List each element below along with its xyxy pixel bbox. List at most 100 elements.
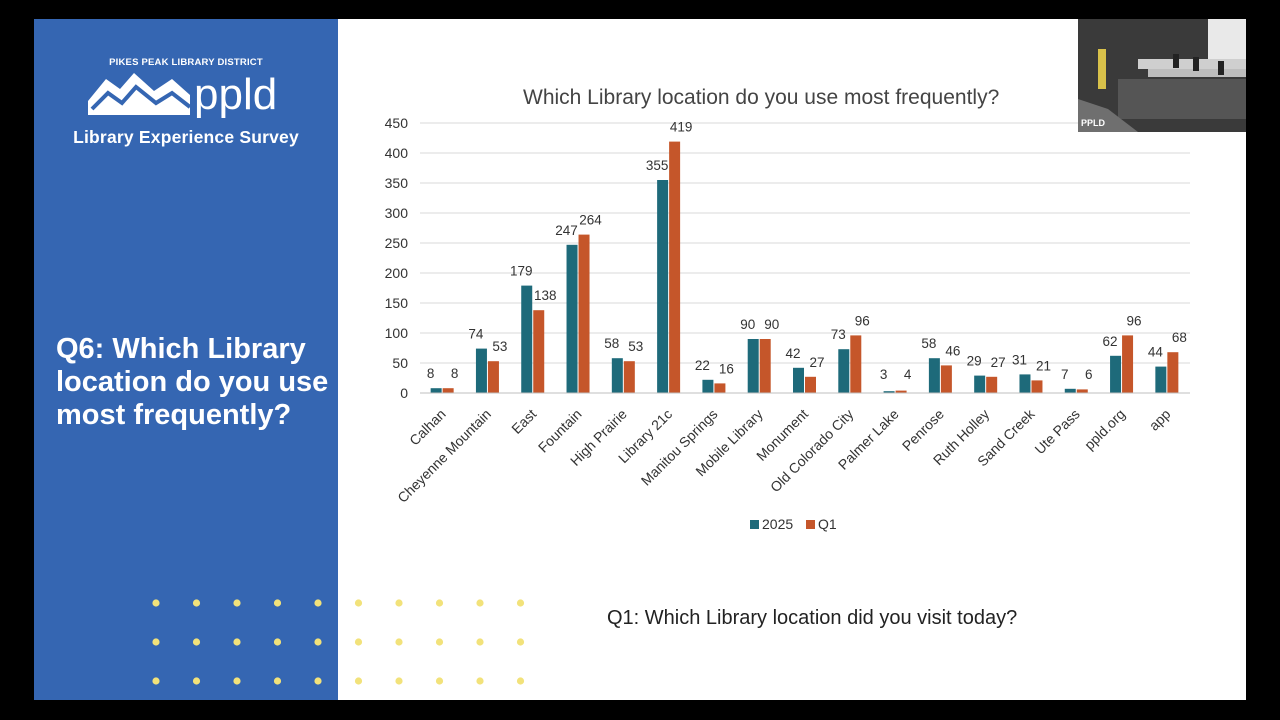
data-label: 29 bbox=[967, 354, 982, 369]
bar-q1-ppld-org bbox=[1122, 335, 1134, 393]
decorative-dot bbox=[233, 599, 241, 607]
legend-label: Q1 bbox=[818, 516, 837, 532]
bar-2025-calhan bbox=[430, 388, 442, 393]
decorative-dot bbox=[476, 599, 484, 607]
y-tick-label: 300 bbox=[385, 205, 409, 221]
bar-2025-library-21c bbox=[657, 180, 669, 393]
data-label: 16 bbox=[719, 361, 734, 376]
legend-label: 2025 bbox=[762, 516, 793, 532]
decorative-dot bbox=[233, 638, 241, 646]
decorative-dot bbox=[192, 677, 201, 685]
decorative-dot bbox=[516, 677, 525, 685]
bar-2025-ruth-holley bbox=[974, 375, 986, 393]
decorative-dot bbox=[516, 599, 525, 607]
data-label: 62 bbox=[1103, 334, 1118, 349]
x-tick-label: Ute Pass bbox=[1031, 406, 1082, 457]
bar-2025-ppld-org bbox=[1110, 355, 1122, 393]
data-label: 53 bbox=[628, 339, 643, 354]
data-label: 4 bbox=[904, 367, 912, 382]
data-label: 27 bbox=[991, 355, 1006, 370]
chart-title: Which Library location do you use most f… bbox=[523, 86, 999, 109]
bar-q1-palmer-lake bbox=[895, 390, 907, 393]
decorative-dot bbox=[314, 638, 322, 646]
decorative-dot bbox=[152, 677, 160, 685]
ppld-logo-icon: ppld bbox=[88, 70, 277, 119]
y-tick-label: 0 bbox=[400, 385, 408, 401]
decorative-dot bbox=[273, 677, 282, 685]
video-inset: PPLD bbox=[1078, 19, 1246, 132]
data-label: 6 bbox=[1085, 367, 1093, 382]
bar-q1-old-colorado-city bbox=[850, 335, 862, 393]
decorative-dot bbox=[192, 599, 201, 607]
bar-2025-manitou-springs bbox=[702, 379, 714, 393]
decorative-dot bbox=[476, 638, 484, 646]
decorative-dot bbox=[233, 677, 241, 685]
bar-q1-sand-creek bbox=[1031, 380, 1043, 393]
decorative-dot bbox=[273, 638, 282, 646]
decorative-dot bbox=[354, 677, 363, 685]
chart-subtitle: Q1: Which Library location did you visit… bbox=[607, 607, 1018, 629]
decorative-dot bbox=[435, 677, 444, 685]
bar-q1-mobile-library bbox=[759, 339, 771, 393]
bar-q1-app bbox=[1167, 352, 1179, 393]
data-label: 53 bbox=[492, 339, 507, 354]
bar-2025-cheyenne-mountain bbox=[475, 348, 487, 393]
x-tick-label: Old Colorado City bbox=[767, 406, 856, 495]
bar-2025-high-prairie bbox=[611, 358, 623, 393]
decorative-dot bbox=[516, 638, 525, 646]
question-title: Q6: Which Library location do you use mo… bbox=[56, 333, 329, 431]
data-label: 138 bbox=[534, 288, 557, 303]
decorative-dot bbox=[435, 599, 444, 607]
bar-q1-ute-pass bbox=[1076, 389, 1088, 393]
bar-q1-fountain bbox=[578, 234, 590, 393]
data-label: 90 bbox=[740, 317, 755, 332]
left-panel: PIKES PEAK LIBRARY DISTRICT ppld Library… bbox=[34, 19, 338, 700]
bar-q1-high-prairie bbox=[623, 361, 635, 393]
x-tick-label: ppld.org bbox=[1081, 406, 1128, 453]
data-label: 264 bbox=[579, 213, 602, 228]
x-tick-label: app bbox=[1146, 406, 1174, 434]
bar-q1-penrose bbox=[940, 365, 952, 393]
bar-q1-cheyenne-mountain bbox=[487, 361, 499, 393]
y-tick-label: 250 bbox=[385, 235, 409, 251]
data-label: 58 bbox=[604, 336, 619, 351]
decorative-dot bbox=[476, 677, 484, 685]
bar-2025-palmer-lake bbox=[883, 391, 895, 393]
video-label: PPLD bbox=[1081, 118, 1106, 128]
y-tick-label: 100 bbox=[385, 325, 409, 341]
meeting-video-icon bbox=[1078, 19, 1246, 132]
y-tick-label: 200 bbox=[385, 265, 409, 281]
decorative-dot bbox=[192, 638, 201, 646]
bar-2025-fountain bbox=[566, 244, 578, 393]
data-label: 3 bbox=[880, 367, 888, 382]
bar-q1-library-21c bbox=[669, 141, 681, 393]
legend-swatch bbox=[806, 520, 815, 529]
data-label: 46 bbox=[945, 343, 960, 358]
data-label: 247 bbox=[555, 223, 578, 238]
x-tick-label: East bbox=[508, 406, 539, 437]
y-tick-label: 350 bbox=[385, 175, 409, 191]
y-tick-label: 150 bbox=[385, 295, 409, 311]
data-label: 419 bbox=[670, 120, 693, 135]
bar-2025-ute-pass bbox=[1064, 388, 1076, 393]
y-tick-label: 400 bbox=[385, 145, 409, 161]
decorative-dots bbox=[152, 599, 525, 685]
data-label: 73 bbox=[831, 327, 846, 342]
decorative-dot bbox=[395, 638, 403, 646]
decorative-dot bbox=[273, 599, 282, 607]
decorative-dot bbox=[314, 599, 322, 607]
x-tick-label: Calhan bbox=[406, 406, 449, 449]
data-label: 58 bbox=[921, 336, 936, 351]
data-label: 96 bbox=[855, 313, 870, 328]
data-label: 179 bbox=[510, 264, 533, 279]
decorative-dot bbox=[354, 638, 363, 646]
data-label: 7 bbox=[1061, 367, 1069, 382]
bar-2025-old-colorado-city bbox=[838, 349, 850, 393]
district-name: PIKES PEAK LIBRARY DISTRICT bbox=[109, 57, 263, 68]
bar-2025-penrose bbox=[928, 358, 940, 393]
data-label: 42 bbox=[785, 346, 800, 361]
data-label: 355 bbox=[646, 158, 669, 173]
data-label: 68 bbox=[1172, 330, 1187, 345]
decorative-dot bbox=[152, 599, 160, 607]
presentation-slide: PIKES PEAK LIBRARY DISTRICT ppld Library… bbox=[34, 19, 1246, 700]
